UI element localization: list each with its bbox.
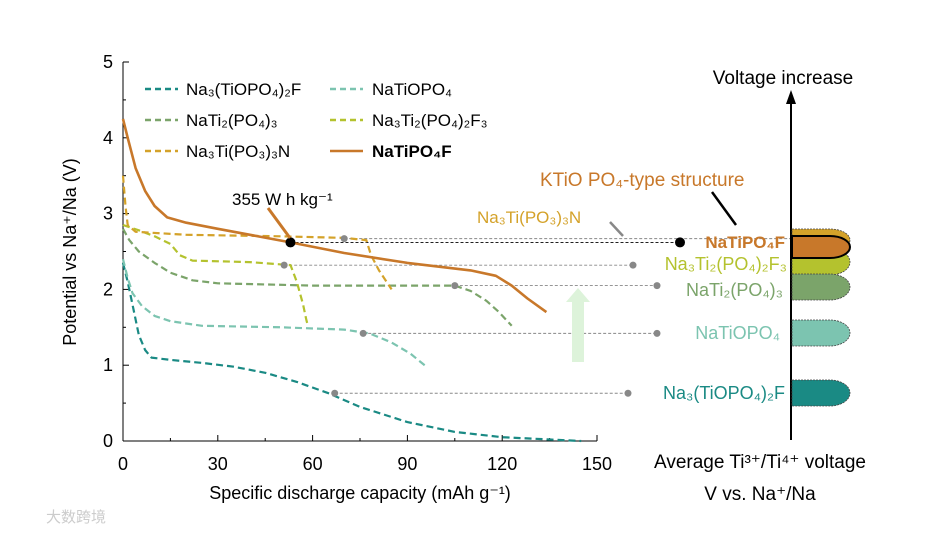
structure-label: KTiO PO₄-type structure (540, 170, 745, 191)
watermark: 大数跨境 (46, 508, 106, 526)
panel-label: NaTiOPO₄ (695, 323, 780, 343)
legend-label: Na₃Ti₂(PO₄)₂F₃ (372, 111, 488, 130)
series-line (121, 118, 548, 314)
legend-item: NaTi₂(PO₄)₃ (145, 111, 278, 130)
legend-label: NaTiPO₄F (372, 142, 452, 161)
energy-marker (285, 237, 296, 248)
legend-item: NaTiPO₄F (330, 142, 452, 161)
series-line (122, 228, 513, 327)
y-tick-label: 0 (103, 431, 113, 451)
legend-label: Na₃(TiOPO₄)₂F (186, 80, 301, 99)
legend-label: NaTiOPO₄ (372, 80, 452, 99)
voltage-marker (331, 389, 339, 397)
voltage-marker (280, 261, 288, 269)
x-tick-label: 0 (118, 454, 128, 474)
panel-label: NaTiPO₄F (705, 233, 785, 252)
panel-label: Na₃Ti₂(PO₄)₂F₃ (665, 254, 787, 274)
energy-density-label: 355 W h kg⁻¹ (232, 190, 333, 209)
series-line (121, 175, 393, 291)
energy-pointer (266, 207, 292, 239)
y-axis-label: Potential vs Na⁺/Na (V) (60, 158, 80, 346)
voltage-marker (340, 235, 348, 243)
series-line (121, 262, 582, 443)
y-tick-label: 1 (103, 355, 113, 375)
voltage-marker (653, 282, 661, 290)
x-tick-label: 120 (487, 454, 517, 474)
legend-label: Na₃Ti(PO₃)₃N (186, 142, 290, 161)
voltage-increase-title: Voltage increase (713, 68, 854, 89)
voltage-marker (629, 261, 637, 269)
legend-item: Na₃(TiOPO₄)₂F (145, 80, 301, 99)
legend-item: Na₃Ti₂(PO₄)₂F₃ (330, 111, 488, 130)
x-axis-label: Specific discharge capacity (mAh g⁻¹) (209, 483, 511, 503)
x-tick-label: 90 (397, 454, 417, 474)
voltage-oval (791, 235, 851, 259)
y-tick-label: 2 (103, 279, 113, 299)
voltage-marker (359, 329, 367, 337)
series-line (121, 258, 428, 368)
voltage-marker (624, 389, 632, 397)
panel-label: NaTi₂(PO₄)₃ (686, 280, 783, 300)
panel-label: Na₃(TiOPO₄)₂F (663, 383, 785, 403)
voltage-marker (451, 282, 459, 290)
label-na3tipo3n: Na₃Ti(PO₃)₃N (477, 208, 581, 227)
voltage-oval (791, 379, 851, 407)
voltage-oval (791, 319, 851, 347)
series-line (122, 223, 309, 327)
legend-item: Na₃Ti(PO₃)₃N (145, 142, 290, 161)
voltage-marker (675, 237, 685, 248)
y-tick-label: 5 (103, 52, 113, 72)
arrowhead-icon (786, 90, 796, 104)
legend-item: NaTiOPO₄ (330, 80, 452, 99)
legend-label: NaTi₂(PO₄)₃ (186, 111, 278, 130)
average-voltage-panel: Voltage increase NaTiPO₄F Na₃Ti₂(PO₄)₂F₃ N… (566, 68, 866, 505)
y-tick-label: 4 (103, 128, 113, 148)
x-tick-label: 60 (303, 454, 323, 474)
x-tick-label: 30 (208, 454, 228, 474)
na3tipo3n-pointer (609, 221, 624, 237)
x-tick-label: 150 (582, 454, 612, 474)
voltage-marker (653, 329, 661, 337)
y-tick-label: 3 (103, 204, 113, 224)
green-up-arrow (566, 288, 590, 362)
structure-pointer (710, 191, 738, 226)
legend: Na₃(TiOPO₄)₂F NaTiOPO₄ NaTi₂(PO₄)₃ Na₃Ti… (145, 80, 488, 161)
panel-caption-line1: Average Ti³⁺/Ti⁴⁺ voltage (654, 452, 866, 473)
panel-caption-line2: V vs. Na⁺/Na (704, 484, 816, 505)
voltage-oval (791, 273, 851, 301)
